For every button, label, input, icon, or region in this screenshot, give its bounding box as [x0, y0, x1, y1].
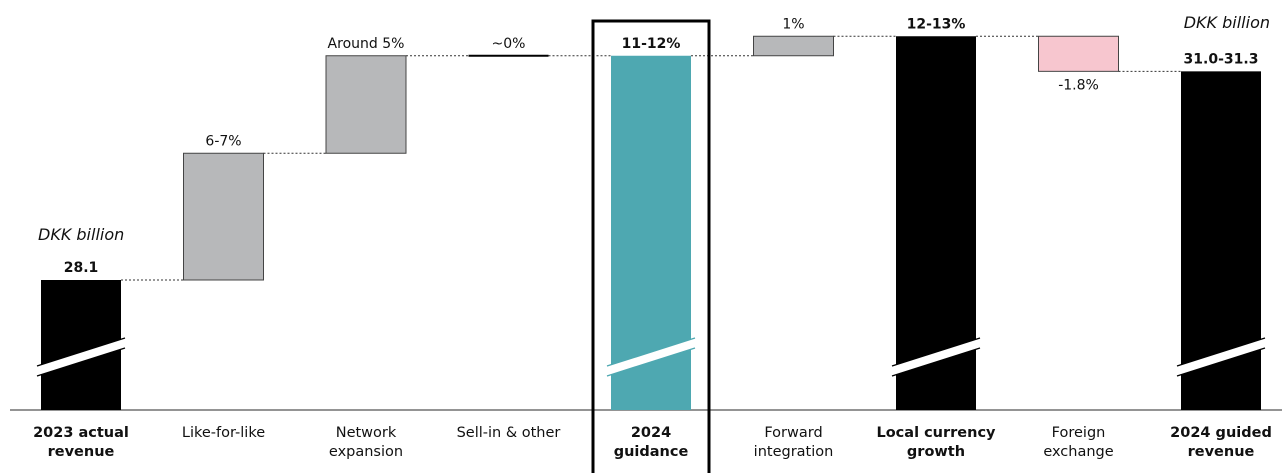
data-label: Around 5%	[328, 36, 405, 52]
axis-break-edge	[606, 347, 696, 377]
category-label: integration	[754, 444, 834, 460]
axis-break-edge	[891, 347, 981, 377]
category-label: Network	[336, 425, 397, 441]
data-label: 6-7%	[205, 133, 241, 149]
category-label: 2023 actual	[33, 425, 129, 441]
unit-label: DKK billion	[1184, 13, 1270, 32]
category-label: 2024	[631, 425, 671, 441]
axis-break-edge	[891, 337, 981, 367]
waterfall-bar	[183, 152, 264, 281]
waterfall-bar	[325, 55, 407, 154]
category-label: guidance	[614, 444, 689, 460]
data-label: 28.1	[64, 260, 99, 276]
highlight-frame	[591, 19, 711, 473]
category-label: growth	[907, 444, 965, 460]
axis-break	[1177, 338, 1265, 376]
axis-break-edge	[36, 337, 126, 367]
waterfall-bar	[1038, 35, 1119, 72]
axis-break	[607, 338, 695, 376]
waterfall-bar	[753, 35, 834, 57]
category-label: exchange	[1043, 444, 1113, 460]
data-label: 12-13%	[907, 16, 966, 32]
axis-break-edge	[606, 337, 696, 367]
category-label: revenue	[48, 444, 115, 460]
axis-break	[37, 338, 125, 376]
data-label: 11-12%	[622, 36, 681, 52]
data-label: 31.0-31.3	[1184, 51, 1259, 67]
data-label: 1%	[782, 16, 804, 32]
category-label: 2024 guided	[1170, 425, 1272, 441]
category-label: Sell-in & other	[457, 425, 561, 441]
axis-break-edge	[1176, 347, 1266, 377]
data-label: -1.8%	[1058, 77, 1099, 93]
data-label: ~0%	[492, 36, 526, 52]
category-label: Foreign	[1052, 425, 1106, 441]
category-label: Forward	[764, 425, 822, 441]
category-label: Like-for-like	[182, 425, 265, 441]
axis-break-edge	[36, 347, 126, 377]
category-label: Local currency	[876, 425, 996, 441]
category-label: revenue	[1188, 444, 1255, 460]
axis-break	[892, 338, 980, 376]
unit-label: DKK billion	[38, 225, 124, 244]
category-label: expansion	[329, 444, 403, 460]
axis-break-edge	[1176, 337, 1266, 367]
